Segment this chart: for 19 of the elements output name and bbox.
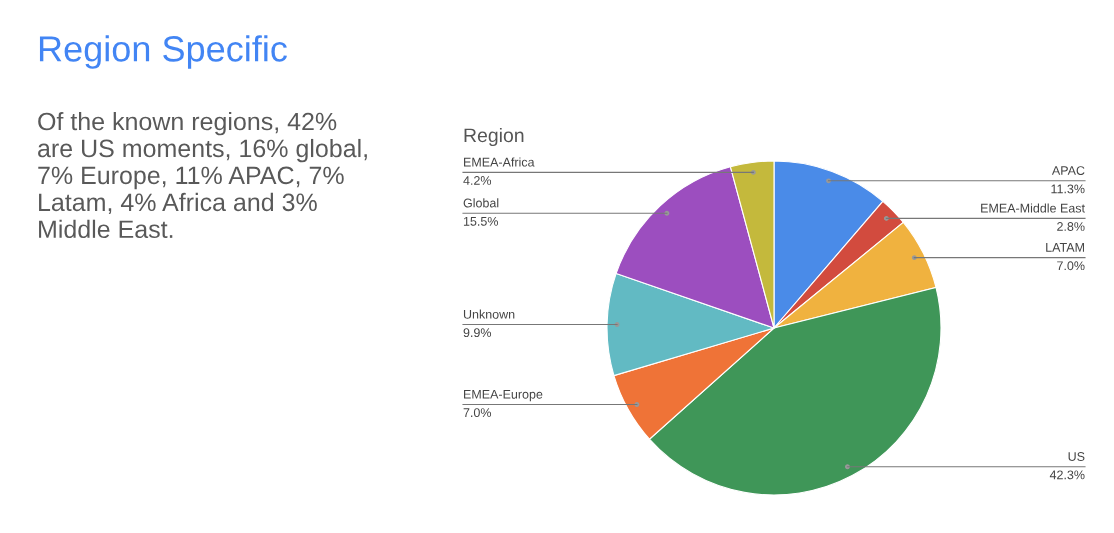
- data-label: 42.3%: [1049, 470, 1085, 480]
- text: Region Specific: [39, 35, 287, 69]
- data-label: 9.9%: [463, 328, 492, 338]
- data-label: 7.0%: [463, 408, 492, 418]
- slice-label: Unknown: [463, 309, 515, 319]
- data-label: 4.2%: [463, 176, 492, 185]
- data-label: 11.3%: [1051, 184, 1085, 194]
- text: Of the known regions, 42% are US moments, 16% global, 7% Europe, 11% APAC, 7% Latam, 4% Africa and 3% Middle East.: [38, 112, 367, 239]
- slice-label: LATAM: [1046, 243, 1084, 252]
- slice-label: EMEA-Africa: [464, 157, 535, 167]
- data-label: 2.8%: [1057, 222, 1085, 231]
- slice-label: EMEA-Middle East: [981, 203, 1085, 213]
- slice-label: EMEA-Europe: [464, 389, 543, 402]
- slice-label: Global: [463, 198, 499, 208]
- slice-label: APAC: [1051, 166, 1085, 175]
- data-label: 7.0%: [1057, 261, 1085, 271]
- slice-label: US: [1068, 452, 1085, 461]
- data-label: 15.5%: [463, 216, 498, 226]
- chart-subtitle: Region: [464, 127, 524, 147]
